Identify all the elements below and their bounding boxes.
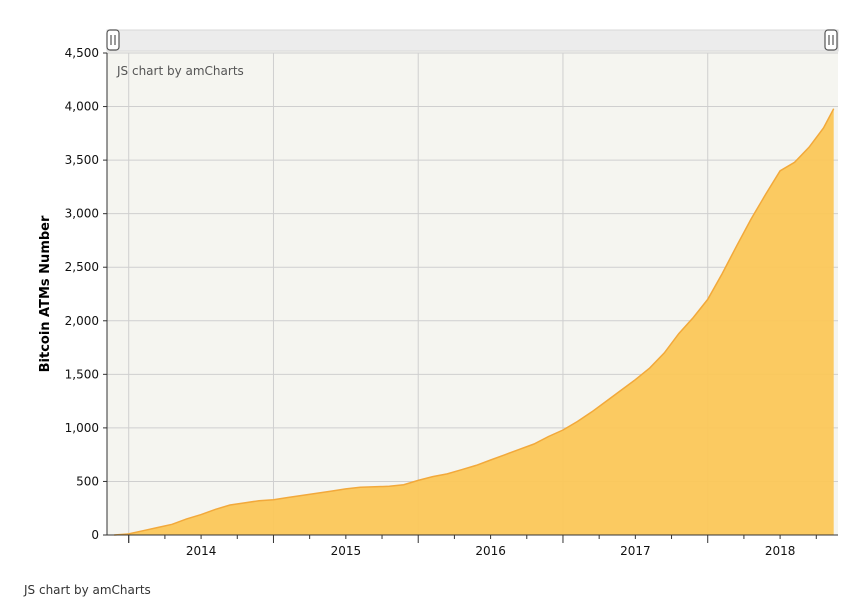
data-point (273, 499, 274, 500)
y-tick-label: 4,500 (65, 46, 99, 60)
data-point (577, 421, 578, 422)
data-point (519, 449, 520, 450)
credit-link-bottom[interactable]: JS chart by amCharts (24, 583, 151, 597)
data-point (635, 379, 636, 380)
data-point (562, 429, 563, 430)
data-point (678, 333, 679, 334)
data-point (302, 495, 303, 496)
data-point (345, 488, 346, 489)
data-point (591, 411, 592, 412)
area-line (114, 108, 835, 536)
data-point (664, 352, 665, 353)
chart-scrollbar (106, 29, 839, 52)
data-point (172, 524, 173, 525)
data-point (751, 218, 752, 219)
y-tick-label: 1,000 (65, 421, 99, 435)
data-point (620, 390, 621, 391)
data-point (722, 273, 723, 274)
data-point (693, 317, 694, 318)
data-point (476, 465, 477, 466)
data-point (389, 486, 390, 487)
data-point (418, 480, 419, 481)
data-point (794, 162, 795, 163)
data-point (287, 497, 288, 498)
data-point (360, 487, 361, 488)
data-point (505, 454, 506, 455)
data-point (215, 509, 216, 510)
data-point (606, 401, 607, 402)
data-point (229, 504, 230, 505)
data-point (331, 491, 332, 492)
data-point (201, 514, 202, 515)
y-tick-label: 2,000 (65, 314, 99, 328)
y-tick-label: 3,500 (65, 153, 99, 167)
x-tick-label: 2017 (620, 544, 651, 558)
data-point (707, 299, 708, 300)
data-point (461, 469, 462, 470)
y-tick-label: 500 (76, 474, 99, 488)
scrollbar-left-grip-icon[interactable] (106, 29, 120, 51)
data-point (143, 530, 144, 531)
data-point (403, 484, 404, 485)
x-tick-label: 2015 (331, 544, 362, 558)
data-point (649, 367, 650, 368)
data-point (808, 147, 809, 148)
data-point (244, 502, 245, 503)
scrollbar-right-grip-icon[interactable] (824, 29, 838, 51)
data-point (548, 436, 549, 437)
y-tick-label: 3,000 (65, 207, 99, 221)
data-point (736, 245, 737, 246)
credit-link-inner[interactable]: JS chart by amCharts (116, 64, 244, 78)
y-tick-label: 2,500 (65, 260, 99, 274)
data-point (157, 527, 158, 528)
data-point (447, 473, 448, 474)
data-point (780, 170, 781, 171)
y-tick-label: 4,000 (65, 100, 99, 114)
data-point (316, 493, 317, 494)
data-point (765, 194, 766, 195)
data-point (258, 500, 259, 501)
data-point (490, 459, 491, 460)
x-tick-label: 2018 (765, 544, 796, 558)
data-point (128, 533, 129, 534)
data-point (533, 443, 534, 444)
area-fill (114, 108, 834, 535)
data-point (374, 486, 375, 487)
y-axis-title: Bitcoin ATMs Number (38, 215, 53, 372)
y-tick-label: 0 (91, 528, 99, 542)
y-tick-label: 1,500 (65, 367, 99, 381)
x-tick-label: 2016 (475, 544, 506, 558)
data-point (186, 518, 187, 519)
data-point (833, 108, 834, 109)
x-tick-label: 2014 (186, 544, 217, 558)
data-point (823, 127, 824, 128)
data-point (432, 476, 433, 477)
